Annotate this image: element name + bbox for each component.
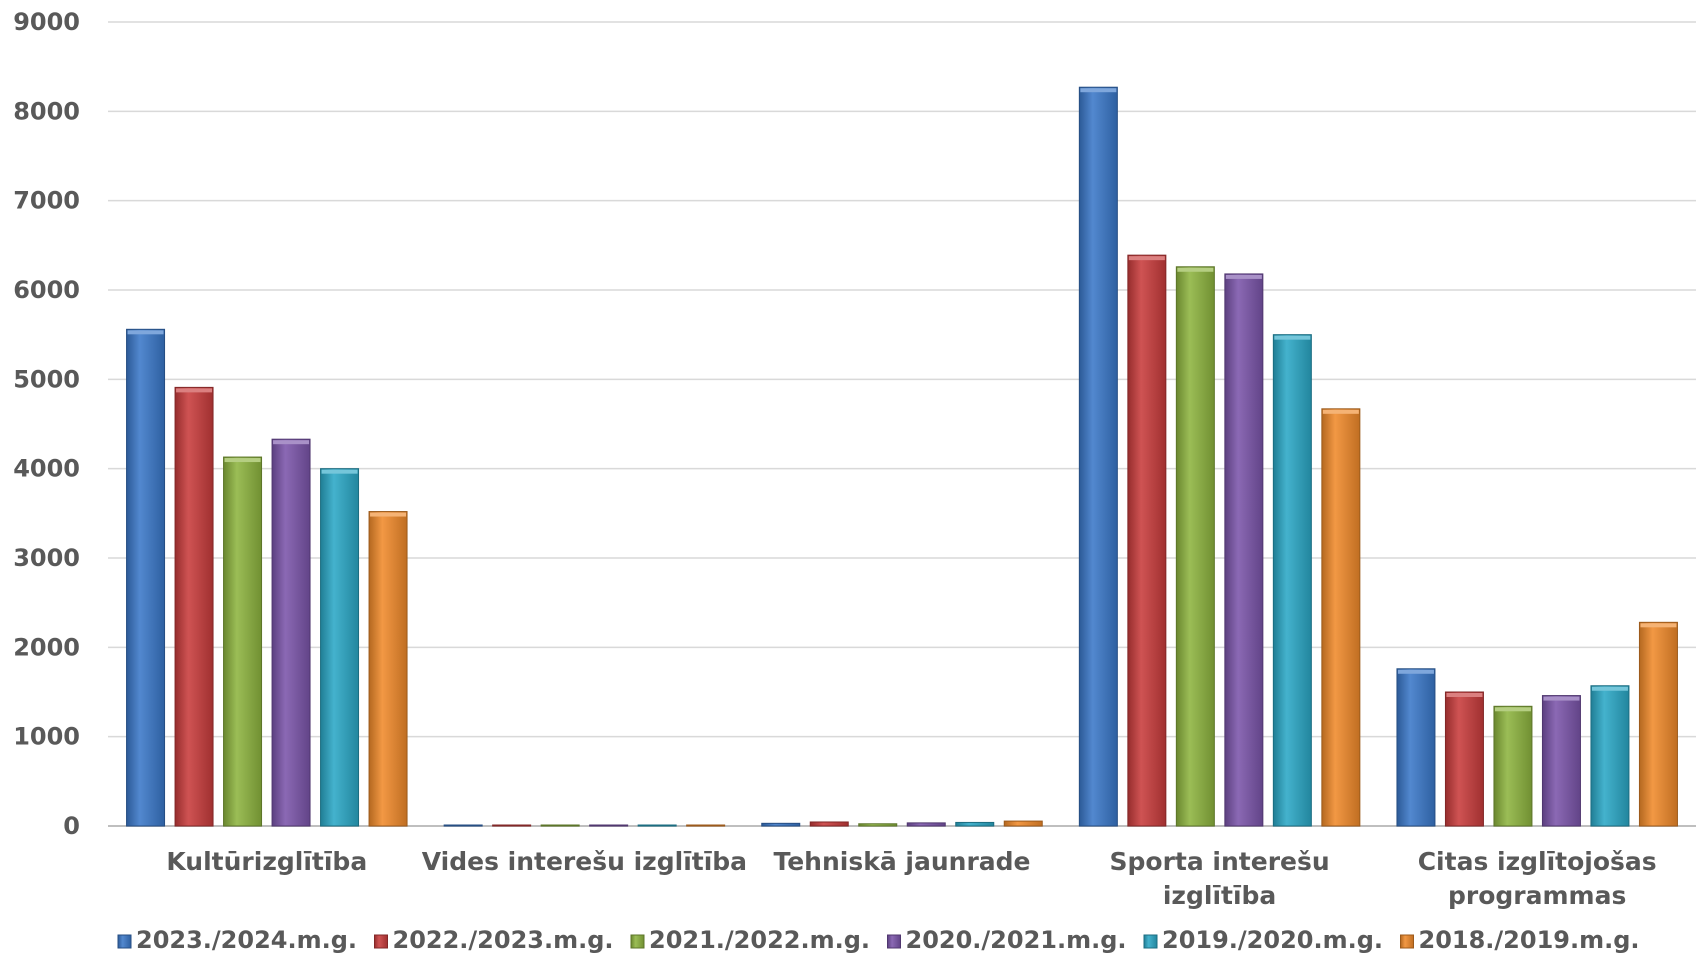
bar-2018./2019.m.g. bbox=[1003, 820, 1043, 827]
bar-2018./2019.m.g. bbox=[368, 511, 408, 827]
bar-highlight bbox=[224, 458, 261, 463]
x-tick-label: Sporta interešu izglītība bbox=[1110, 847, 1330, 910]
y-tick-label: 1000 bbox=[13, 723, 80, 751]
bar-2023./2024.m.g. bbox=[761, 822, 801, 827]
legend-swatch bbox=[630, 934, 645, 949]
legend-swatch bbox=[1400, 934, 1414, 949]
legend-item: 2018./2019.m.g. bbox=[1400, 926, 1640, 954]
x-tick-label: Citas izglītojošas programmas bbox=[1418, 847, 1657, 910]
bars bbox=[126, 86, 1678, 827]
bar-2022./2023.m.g. bbox=[809, 821, 849, 827]
legend-label: 2019./2020.m.g. bbox=[1162, 926, 1383, 954]
bar-2020./2021.m.g. bbox=[906, 822, 946, 827]
bar-2018./2019.m.g. bbox=[1638, 621, 1678, 827]
bar-2021./2022.m.g. bbox=[540, 824, 580, 827]
y-tick-label: 3000 bbox=[13, 544, 80, 572]
bar-2019./2020.m.g. bbox=[320, 468, 360, 827]
bar-2023./2024.m.g. bbox=[126, 328, 166, 827]
bar-highlight bbox=[1128, 256, 1165, 261]
bar-2022./2023.m.g. bbox=[1127, 254, 1167, 827]
bar-highlight bbox=[1080, 88, 1117, 93]
y-tick-label: 0 bbox=[63, 812, 80, 840]
bar-highlight bbox=[1446, 693, 1483, 697]
bar-2021./2022.m.g. bbox=[1493, 705, 1533, 827]
bar-2020./2021.m.g. bbox=[1224, 273, 1264, 827]
bar-2018./2019.m.g. bbox=[1321, 408, 1361, 827]
bar-2021./2022.m.g. bbox=[223, 456, 263, 827]
legend-item: 2019./2020.m.g. bbox=[1143, 926, 1383, 954]
bar-highlight bbox=[1591, 686, 1628, 691]
bar-highlight bbox=[1225, 274, 1262, 279]
y-tick-label: 2000 bbox=[13, 633, 80, 661]
x-tick-label: Kultūrizglītība bbox=[166, 847, 367, 876]
bar-2020./2021.m.g. bbox=[589, 824, 629, 827]
bar-2020./2021.m.g. bbox=[271, 438, 311, 827]
bar-highlight bbox=[321, 469, 358, 474]
legend-label: 2023./2024.m.g. bbox=[136, 926, 357, 954]
x-axis-labels: Kultūrizglītība Vides interešu izglītība T… bbox=[166, 847, 1656, 910]
bar-highlight bbox=[1397, 669, 1434, 674]
y-tick-label: 6000 bbox=[13, 276, 80, 304]
y-tick-label: 9000 bbox=[13, 8, 80, 36]
bar-2022./2023.m.g. bbox=[1444, 691, 1484, 827]
bar-highlight bbox=[127, 330, 164, 335]
bar-2019./2020.m.g. bbox=[955, 821, 995, 827]
bar-highlight bbox=[1640, 623, 1677, 628]
bar-2021./2022.m.g. bbox=[858, 823, 898, 827]
bar-2019./2020.m.g. bbox=[1272, 334, 1312, 827]
legend-label: 2018./2019.m.g. bbox=[1419, 926, 1640, 954]
y-tick-label: 8000 bbox=[13, 97, 80, 125]
y-tick-label: 7000 bbox=[13, 187, 80, 215]
bar-highlight bbox=[1322, 409, 1359, 414]
legend-label: 2021./2022.m.g. bbox=[649, 926, 870, 954]
bar-2022./2023.m.g. bbox=[174, 386, 214, 827]
bar-highlight bbox=[1543, 696, 1580, 701]
bar-2019./2020.m.g. bbox=[1590, 685, 1630, 827]
y-tick-label: 4000 bbox=[13, 455, 80, 483]
legend-item: 2023./2024.m.g. bbox=[117, 926, 357, 954]
legend-swatch bbox=[887, 934, 901, 949]
y-axis-ticks: 0 1000 2000 3000 4000 5000 6000 7000 8000 9000 bbox=[13, 8, 80, 840]
legend-label: 2020./2021.m.g. bbox=[906, 926, 1127, 954]
legend-swatch bbox=[1143, 934, 1158, 949]
bar-2021./2022.m.g. bbox=[1175, 266, 1215, 827]
legend-swatch bbox=[117, 934, 132, 949]
legend-item: 2020./2021.m.g. bbox=[887, 926, 1127, 954]
y-tick-label: 5000 bbox=[13, 365, 80, 393]
bar-2022./2023.m.g. bbox=[492, 824, 532, 827]
x-tick-label: Vides interešu izglītība bbox=[422, 847, 747, 876]
bar-2023./2024.m.g. bbox=[1396, 668, 1436, 827]
legend-label: 2022./2023.m.g. bbox=[393, 926, 614, 954]
bar-2019./2020.m.g. bbox=[637, 824, 677, 827]
bar-2018./2019.m.g. bbox=[686, 824, 726, 827]
bar-highlight bbox=[370, 512, 407, 517]
legend-item: 2021./2022.m.g. bbox=[630, 926, 870, 954]
bar-highlight bbox=[1494, 707, 1531, 712]
legend: 2023./2024.m.g. 2022./2023.m.g. 2021./2022… bbox=[117, 926, 1640, 954]
bar-highlight bbox=[176, 388, 213, 393]
bar-highlight bbox=[273, 440, 310, 445]
bar-highlight bbox=[1274, 335, 1311, 340]
bar-2023./2024.m.g. bbox=[1078, 86, 1118, 827]
x-tick-label: Tehniskā jaunrade bbox=[773, 847, 1030, 876]
bar-highlight bbox=[1177, 267, 1214, 272]
legend-item: 2022./2023.m.g. bbox=[374, 926, 614, 954]
legend-swatch bbox=[374, 934, 388, 949]
bar-2020./2021.m.g. bbox=[1541, 695, 1581, 827]
bar-2023./2024.m.g. bbox=[443, 824, 483, 827]
